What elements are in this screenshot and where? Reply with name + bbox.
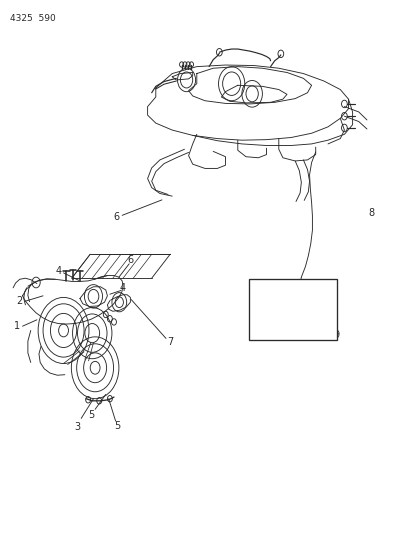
Text: 4: 4 xyxy=(119,283,125,293)
Text: 5: 5 xyxy=(88,410,94,419)
Text: 6: 6 xyxy=(127,255,133,265)
Text: 5: 5 xyxy=(113,422,120,431)
Text: 6: 6 xyxy=(114,212,119,222)
Text: 9: 9 xyxy=(333,330,338,340)
Text: 4325  590: 4325 590 xyxy=(10,14,56,23)
Text: 8: 8 xyxy=(367,208,373,218)
Bar xyxy=(248,279,336,340)
Text: 7: 7 xyxy=(166,337,173,347)
Text: 4: 4 xyxy=(55,266,61,276)
Text: 3: 3 xyxy=(74,423,80,432)
Text: 2: 2 xyxy=(16,296,23,306)
Text: 1: 1 xyxy=(14,321,20,331)
